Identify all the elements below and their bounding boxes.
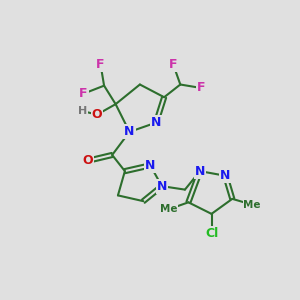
Text: Cl: Cl bbox=[205, 227, 218, 240]
Text: N: N bbox=[151, 116, 161, 129]
Text: H: H bbox=[77, 106, 87, 116]
Text: N: N bbox=[195, 165, 205, 178]
Text: N: N bbox=[124, 125, 135, 138]
Text: Me: Me bbox=[160, 204, 178, 214]
Text: F: F bbox=[79, 87, 88, 100]
Text: F: F bbox=[96, 58, 105, 71]
Text: N: N bbox=[220, 169, 230, 182]
Text: O: O bbox=[92, 108, 103, 121]
Text: N: N bbox=[157, 180, 167, 193]
Text: O: O bbox=[82, 154, 93, 167]
Text: N: N bbox=[145, 159, 155, 172]
Text: F: F bbox=[169, 58, 178, 71]
Text: Me: Me bbox=[243, 200, 261, 210]
Text: F: F bbox=[197, 82, 206, 94]
